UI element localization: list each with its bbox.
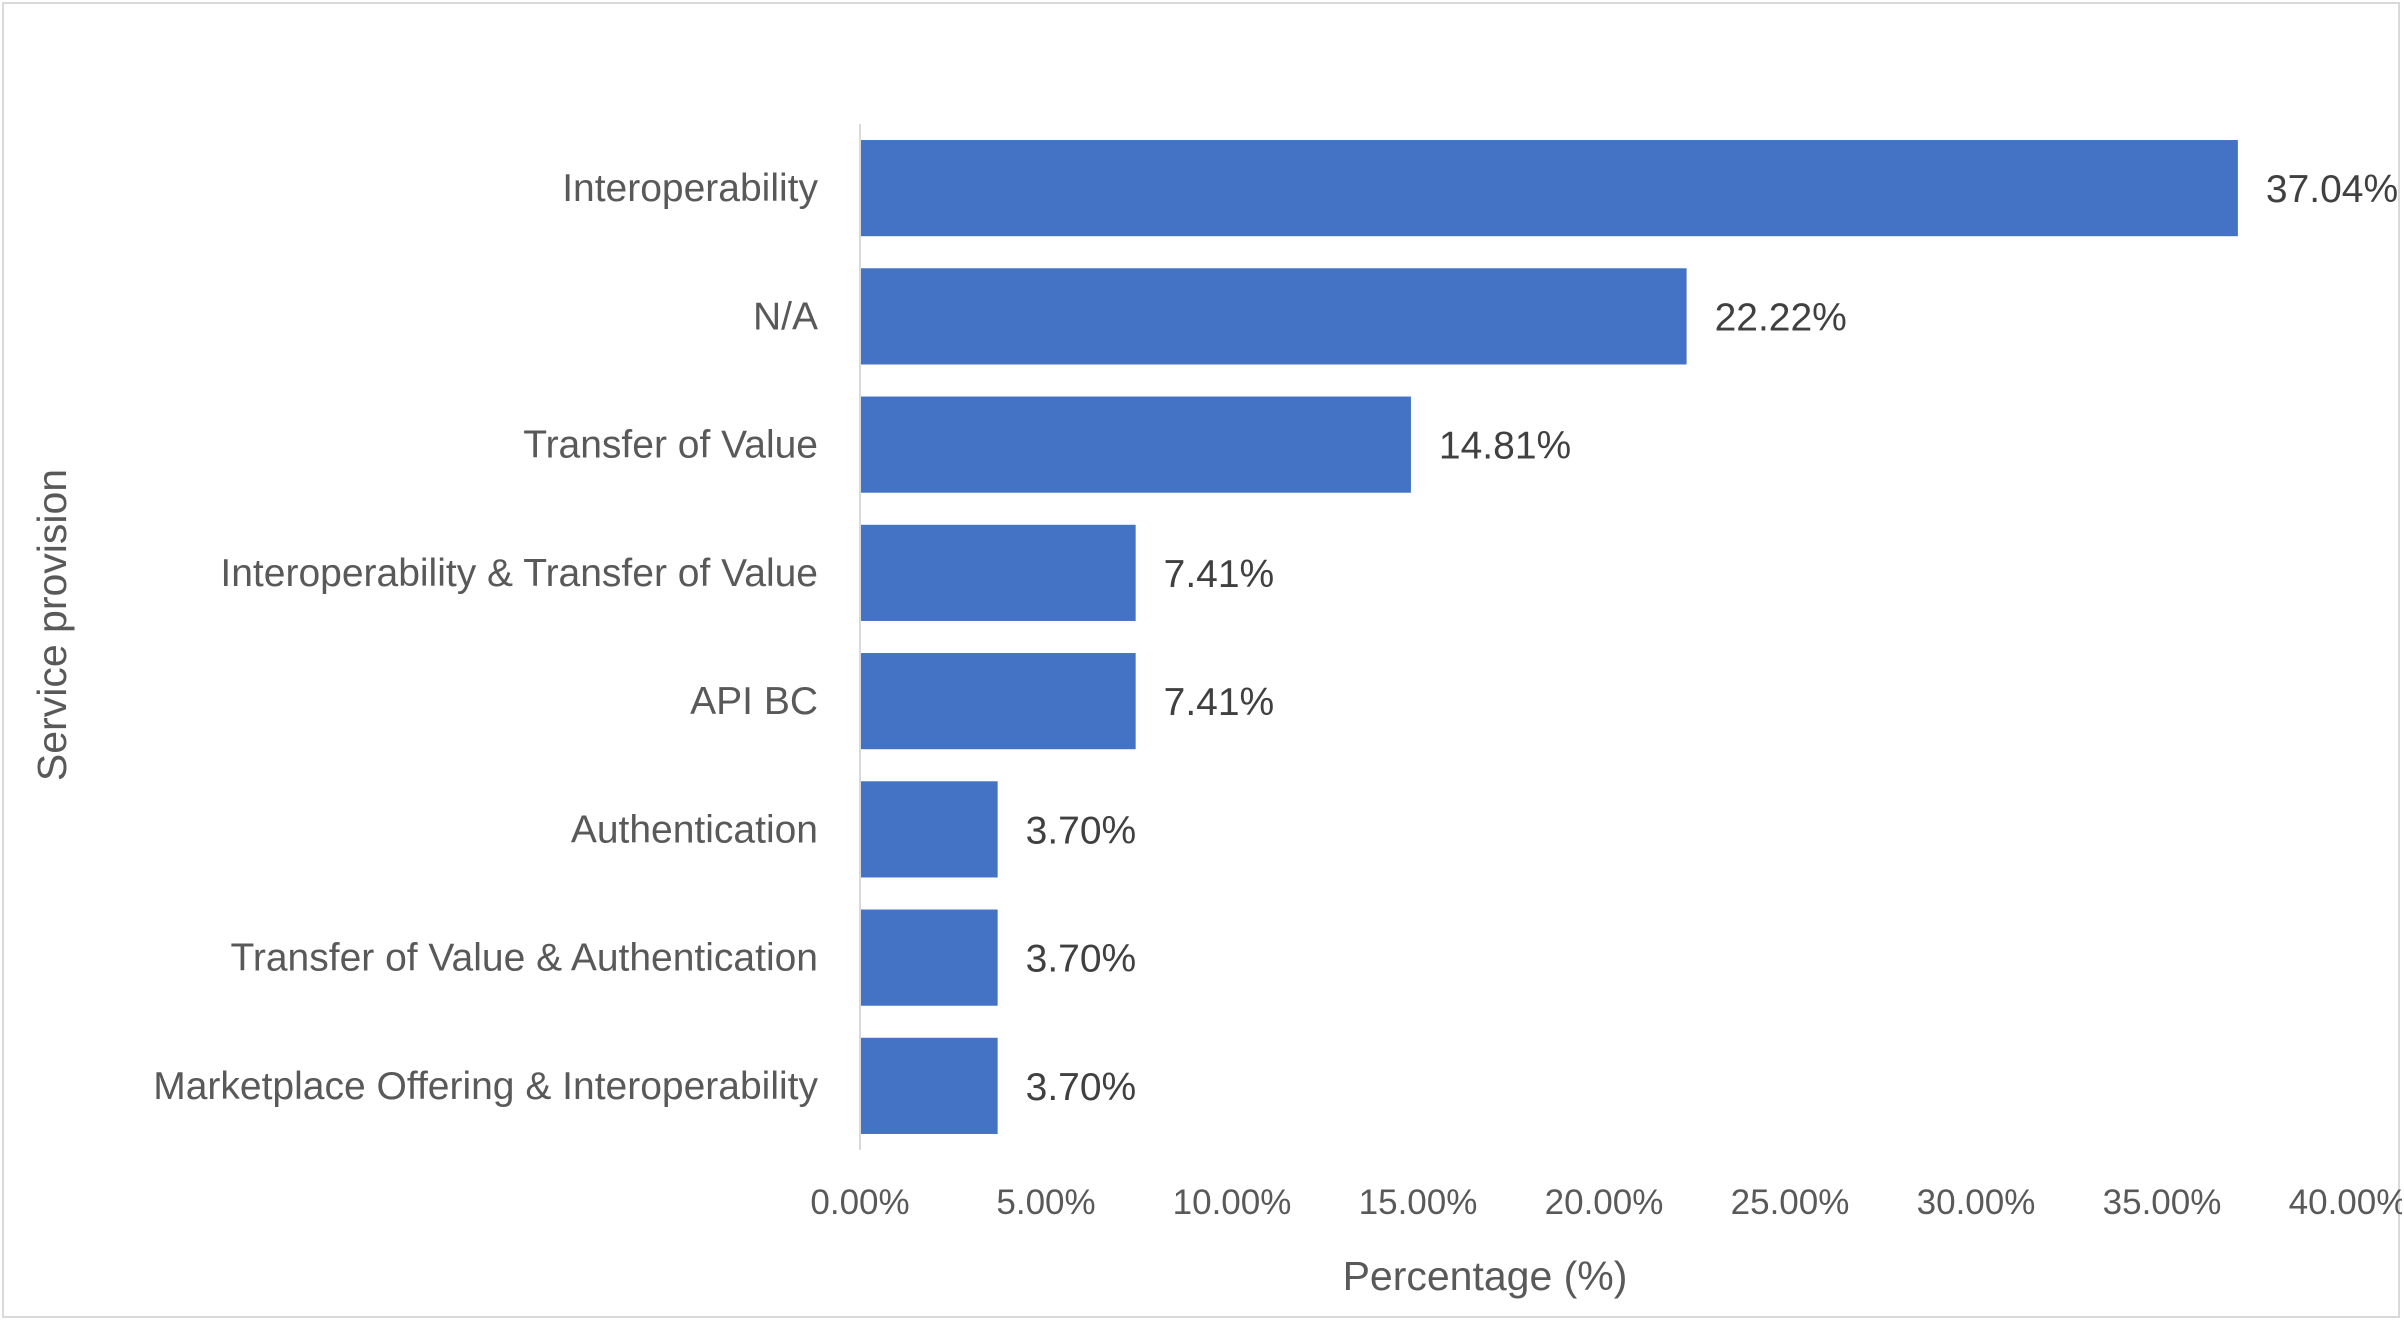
data-label: 7.41%	[1164, 553, 1275, 596]
data-label: 14.81%	[1439, 425, 1571, 468]
category-label: API BC	[690, 680, 818, 723]
x-tick-label: 20.00%	[1545, 1183, 1664, 1222]
category-label: Transfer of Value	[523, 424, 818, 467]
data-label: 7.41%	[1164, 681, 1275, 724]
data-label: 3.70%	[1026, 809, 1137, 852]
x-tick-label: 40.00%	[2289, 1183, 2402, 1222]
bar-chart: 37.04% 22.22% 14.81% 7.41% 7.41% 3.70% 3.70% 3.…	[29, 124, 2402, 1299]
y-axis-title: Service provision	[29, 469, 75, 781]
bar	[860, 653, 1136, 750]
x-tick-label: 0.00%	[810, 1183, 909, 1222]
bar	[860, 524, 1136, 621]
bar	[860, 909, 998, 1006]
x-axis-title: Percentage (%)	[1343, 1253, 1628, 1299]
category-labels-group: Interoperability N/A Transfer of Value Inte…	[153, 167, 818, 1108]
bars-group	[860, 140, 2238, 1134]
category-label: Interoperability & Transfer of Value	[220, 552, 818, 595]
data-label: 22.22%	[1715, 296, 1847, 339]
bar	[860, 396, 1411, 493]
data-label: 3.70%	[1026, 1066, 1137, 1109]
x-tick-label: 10.00%	[1173, 1183, 1292, 1222]
x-tick-labels-group: 0.00% 5.00% 10.00% 15.00% 20.00% 25.00% 30.00%…	[810, 1183, 2402, 1222]
value-labels-group: 37.04% 22.22% 14.81% 7.41% 7.41% 3.70% 3.70% 3.…	[1026, 168, 2399, 1109]
category-label: Authentication	[571, 808, 818, 851]
data-label: 37.04%	[2266, 168, 2398, 211]
data-label: 3.70%	[1026, 938, 1137, 981]
x-tick-label: 5.00%	[996, 1183, 1095, 1222]
bar	[860, 140, 2238, 237]
x-tick-label: 25.00%	[1731, 1183, 1850, 1222]
x-tick-label: 35.00%	[2103, 1183, 2222, 1222]
category-label: Transfer of Value & Authentication	[230, 937, 818, 980]
x-tick-label: 15.00%	[1359, 1183, 1478, 1222]
category-label: Marketplace Offering & Interoperability	[153, 1065, 818, 1108]
bar	[860, 268, 1687, 365]
category-label: Interoperability	[562, 167, 818, 210]
bar	[860, 1037, 998, 1134]
x-tick-label: 30.00%	[1917, 1183, 2036, 1222]
category-label: N/A	[753, 295, 818, 338]
bar	[860, 781, 998, 878]
